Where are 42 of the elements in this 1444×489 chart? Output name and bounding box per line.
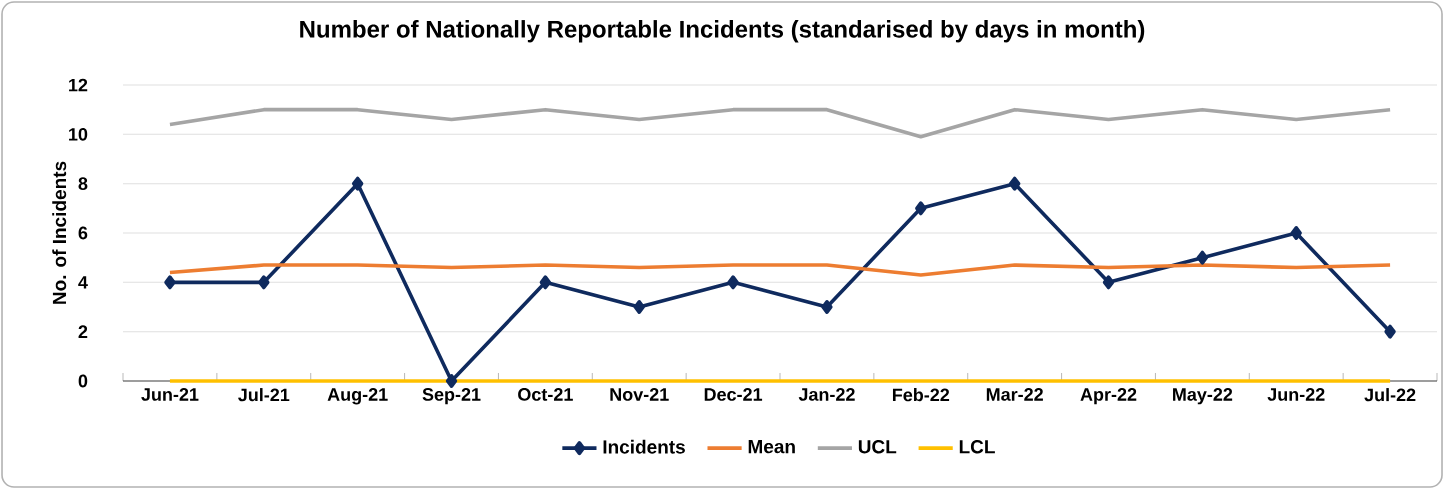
point — [164, 275, 176, 290]
point — [1290, 226, 1302, 240]
point — [1102, 275, 1115, 290]
legend-label: LCL — [959, 439, 995, 454]
x-tick-label: Dec-21 — [704, 388, 763, 401]
point — [1196, 250, 1209, 265]
y-axis-title: No. of Incidents — [52, 161, 67, 304]
x-tick-label: Jul-22 — [1364, 388, 1416, 402]
line-series — [168, 107, 1392, 139]
x-tick-label: Feb-22 — [892, 388, 950, 402]
x-tick-label: Nov-21 — [610, 388, 669, 401]
y-tick-label: 12 — [69, 78, 88, 92]
point — [915, 201, 927, 216]
point — [633, 300, 645, 314]
point — [727, 275, 739, 290]
point — [821, 300, 833, 314]
x-tick-label: Sep-21 — [422, 388, 481, 405]
point — [1384, 324, 1396, 339]
x-tick-label: Jun-21 — [141, 388, 199, 401]
chart-title: Number of Nationally Reportable Incidents (standarised by days in month) — [300, 20, 1145, 43]
x-tick-label: Mar-22 — [986, 388, 1043, 401]
point — [539, 275, 552, 290]
legend-label: Mean — [748, 440, 795, 454]
point — [445, 374, 458, 388]
y-tick-label: 4 — [78, 276, 88, 289]
legend-label: Incidents — [603, 439, 685, 454]
y-tick-label: 6 — [78, 226, 88, 240]
point — [258, 275, 270, 290]
y-tick-label: 10 — [69, 127, 88, 141]
y-tick-label: 2 — [78, 325, 88, 338]
point — [1008, 176, 1021, 191]
x-tick-label: May-22 — [1173, 388, 1233, 405]
x-tick-label: Jul-21 — [238, 388, 290, 402]
point — [351, 176, 364, 191]
x-tick-label: Jun-22 — [1267, 388, 1325, 401]
y-tick-label: 8 — [78, 177, 88, 191]
y-tick-label: 0 — [78, 374, 88, 388]
x-tick-label: Apr-22 — [1080, 388, 1137, 405]
x-tick-label: Oct-21 — [518, 388, 573, 401]
x-tick-label: Aug-21 — [327, 388, 388, 405]
x-tick-label: Jan-22 — [798, 388, 855, 401]
legend-label: UCL — [858, 439, 897, 454]
